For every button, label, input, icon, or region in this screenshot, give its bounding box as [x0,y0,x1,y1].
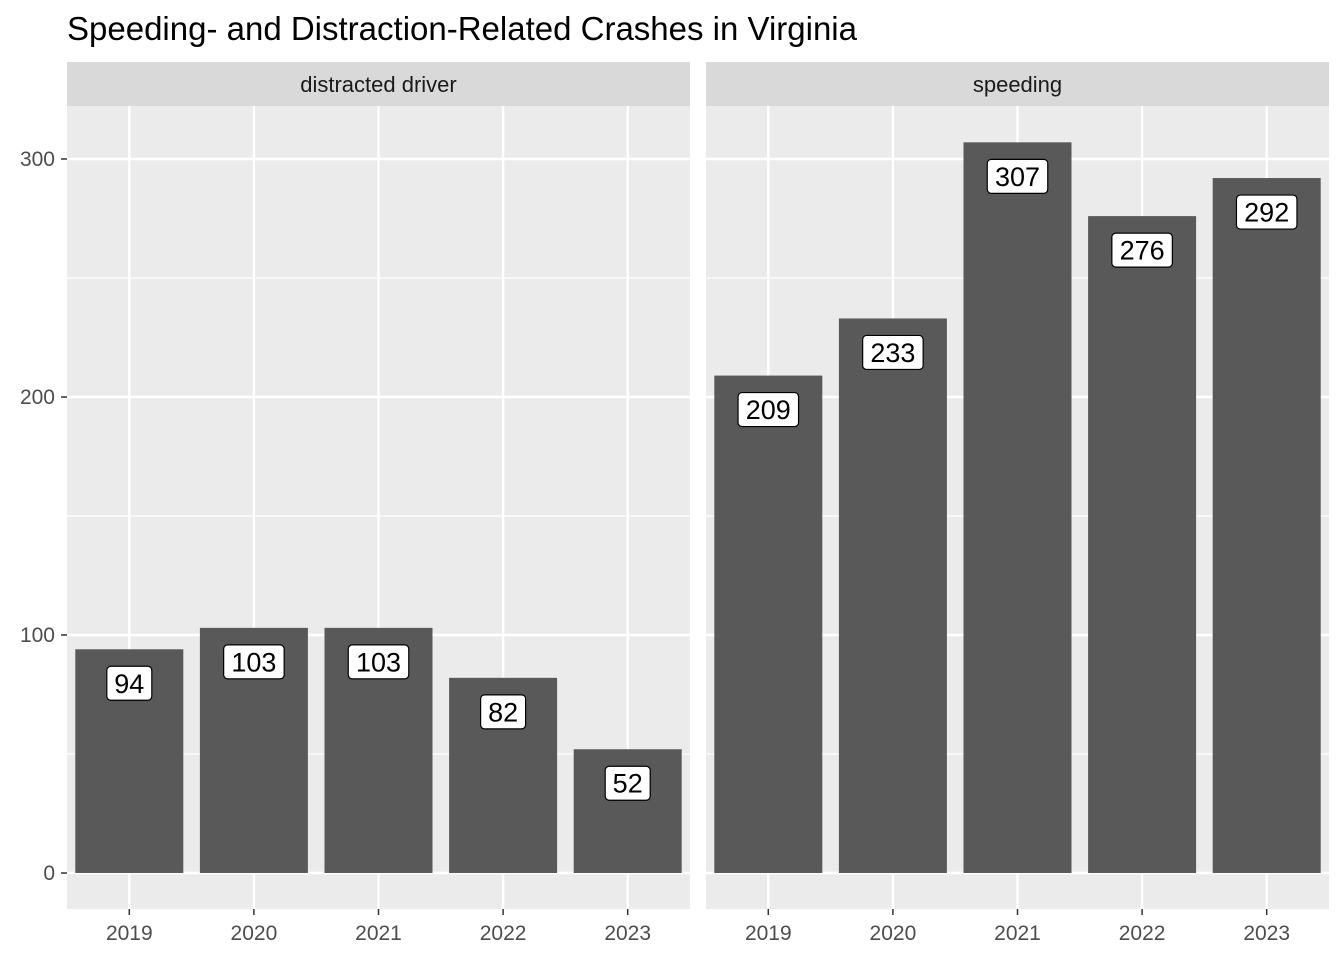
bar-value-label-box [480,694,527,730]
bar-value-label-box [986,158,1049,194]
bar-2023 [1212,178,1321,874]
facet-panels: distracted driver 94 103 103 82 52 2019 2020 202… [67,62,1329,945]
bar-value-label: 82 [488,697,518,727]
x-tick-label: 2021 [355,922,402,945]
facet-strip-label: distracted driver [300,72,457,97]
x-tick-label: 2019 [106,922,153,945]
facet-strip [706,62,1329,106]
y-tick-label: 200 [20,386,55,409]
x-tick-label: 2019 [745,922,792,945]
y-tick-label: 0 [43,862,55,885]
x-tick-label: 2020 [870,922,917,945]
x-tick-label: 2020 [231,922,278,945]
x-tick-label: 2022 [480,922,527,945]
x-tick-label: 2023 [604,922,651,945]
bar-value-label: 292 [1244,198,1289,228]
x-tick-label: 2023 [1243,922,1290,945]
bar-value-label-box [862,334,924,371]
bar-value-label-box [1235,194,1298,230]
bar-value-label: 52 [613,769,643,799]
bar-value-label: 209 [746,395,791,425]
y-tick-label: 300 [20,148,55,171]
bar-2019 [714,375,823,873]
facet-panel-speeding: speeding 209 233 307 276 292 2019 2020 2021 2022 2… [706,62,1329,945]
bar-value-label: 307 [995,162,1040,192]
bar-value-label: 103 [356,647,401,677]
y-tick-label: 100 [20,624,55,647]
x-tick-label: 2022 [1119,922,1166,945]
bar-value-label: 233 [870,338,915,368]
bar-2021 [963,142,1072,874]
chart-title: Speeding- and Distraction-Related Crashe… [67,10,858,47]
y-axis: 0 100 200 300 [20,148,67,885]
bar-value-label-box [106,665,153,701]
bar-2020 [838,318,947,874]
bar-value-label-box [737,391,800,428]
bar-value-label: 276 [1120,236,1165,266]
bar-value-label-box [604,765,651,801]
bar-value-label: 94 [114,669,144,699]
bar-value-label-box [1111,232,1173,268]
bar-value-label: 103 [231,647,276,677]
facet-strip [67,62,690,106]
bar-value-label-box [347,644,410,680]
bar-value-label-box [223,644,285,680]
x-tick-label: 2021 [994,922,1041,945]
facet-strip-label: speeding [973,72,1062,97]
facet-panel-distracted-driver: distracted driver 94 103 103 82 52 2019 2020 202… [67,62,690,945]
bar-2022 [1088,216,1197,873]
